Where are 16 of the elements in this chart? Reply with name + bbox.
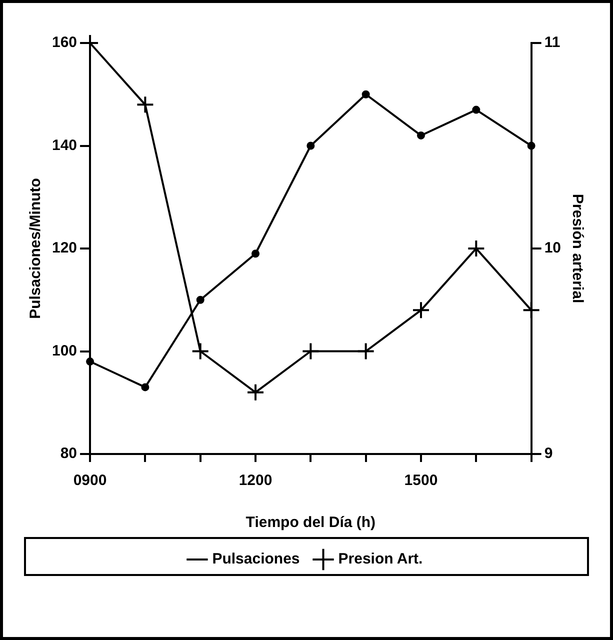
legend-label: Presion Art. (338, 550, 423, 568)
y-tick-label: 100 (52, 342, 78, 360)
x-tick-label: 1500 (404, 472, 438, 490)
legend-label: Pulsaciones (212, 550, 300, 568)
y-tick-label: 120 (52, 240, 78, 257)
x-tick-label: 0900 (73, 472, 107, 490)
y-axis-title: Pulsaciones/Minuto (27, 178, 44, 319)
y2-axis-title: Presión arterial (568, 194, 586, 304)
x-tick-label: 1200 (238, 472, 272, 490)
x-axis-title: Tiempo del Día (h) (246, 514, 376, 532)
y-tick-label: 140 (52, 136, 78, 154)
y2-tick-label: 9 (544, 445, 553, 462)
y-tick-label: 160 (52, 34, 78, 52)
y2-tick-label: 11 (544, 34, 560, 52)
y2-tick-label: 10 (544, 240, 562, 257)
y-tick-label: 80 (60, 445, 78, 462)
